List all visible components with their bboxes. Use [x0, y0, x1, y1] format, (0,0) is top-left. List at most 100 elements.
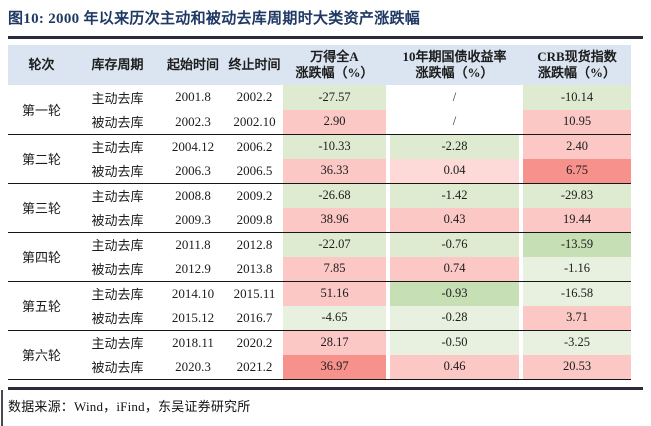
column-gap: [519, 354, 523, 379]
end-date: 2006.2: [236, 138, 273, 154]
report-figure: 图10: 2000 年以来历次主动和被动去库周期时大类资产涨跌幅 轮次 库存周期…: [8, 11, 643, 414]
round-label: 第五轮: [21, 299, 61, 314]
table-row: 被动去库 2015.12 2016.7 -4.65 -0.28 3.71: [8, 305, 631, 330]
value-cell-crb: 2.40: [523, 134, 631, 159]
value-cell-crb: -29.83: [523, 183, 631, 208]
table-row: 被动去库 2009.3 2009.8 38.96 0.43 19.44: [8, 207, 631, 232]
start-date: 2001.8: [175, 89, 211, 105]
column-gap: [386, 109, 390, 134]
table-header: 轮次 库存周期 起始时间 终止时间 万得全A 涨跌幅（%） 10年期国债收益率 …: [8, 45, 631, 85]
end-date: 2002.2: [236, 89, 273, 105]
col-header-crb-index: CRB现货指数 涨跌幅（%）: [523, 45, 631, 85]
title-divider-rule: [8, 36, 643, 39]
cycle-label: 主动去库: [91, 189, 144, 204]
cycle-label: 主动去库: [91, 287, 144, 302]
header-gap: [519, 45, 523, 85]
column-gap: [386, 281, 390, 306]
column-gap: [386, 134, 390, 159]
value-cell-treasury: 0.74: [390, 256, 519, 281]
column-gap: [386, 232, 390, 257]
cycle-label: 被动去库: [91, 164, 144, 179]
start-date: 2009.3: [175, 211, 211, 227]
col-header-start: 起始时间: [160, 45, 226, 85]
table-row: 第五轮 主动去库 2014.10 2015.11 51.16 -0.93 -16…: [8, 281, 631, 314]
value-cell-crb: 20.53: [523, 354, 631, 379]
value-cell-treasury: -2.28: [390, 134, 519, 159]
column-gap: [519, 305, 523, 330]
value-cell-crb: 6.75: [523, 158, 631, 183]
col-header-end: 终止时间: [226, 45, 283, 85]
column-gap: [386, 207, 390, 232]
table-row: 第二轮 主动去库 2004.12 2006.2 -10.33 -2.28 2.4…: [8, 134, 631, 167]
value-cell-crb: 19.44: [523, 207, 631, 232]
cycle-label: 主动去库: [91, 140, 144, 155]
col-header-cycle: 库存周期: [75, 45, 160, 85]
value-cell-wind-all-a: -22.07: [283, 232, 386, 257]
table-row: 被动去库 2012.9 2013.8 7.85 0.74 -1.16: [8, 256, 631, 281]
table-row: 第六轮 主动去库 2018.11 2020.2 28.17 -0.50 -3.2…: [8, 330, 631, 363]
end-date: 2009.8: [236, 211, 273, 227]
end-date: 2015.11: [233, 285, 276, 301]
value-cell-crb: -1.16: [523, 256, 631, 281]
value-cell-treasury: 0.43: [390, 207, 519, 232]
column-gap: [519, 183, 523, 208]
start-date: 2018.11: [172, 334, 214, 350]
cycle-label: 主动去库: [91, 336, 144, 351]
col-header-treasury-yield: 10年期国债收益率 涨跌幅（%）: [390, 45, 519, 85]
table-row: 被动去库 2006.3 2006.5 36.33 0.04 6.75: [8, 158, 631, 183]
end-date: 2013.8: [236, 260, 273, 276]
table-group-round2: 第二轮 主动去库 2004.12 2006.2 -10.33 -2.28 2.4…: [8, 134, 631, 183]
value-cell-crb: -3.25: [523, 330, 631, 355]
asset-returns-table: 轮次 库存周期 起始时间 终止时间 万得全A 涨跌幅（%） 10年期国债收益率 …: [8, 45, 631, 380]
col-header-line2: 涨跌幅（%）: [295, 65, 374, 80]
column-gap: [519, 85, 523, 110]
table-group-round3: 第三轮 主动去库 2008.8 2009.2 -26.68 -1.42 -29.…: [8, 183, 631, 232]
column-gap: [386, 354, 390, 379]
value-cell-wind-all-a: 36.33: [283, 158, 386, 183]
column-gap: [519, 330, 523, 355]
start-date: 2008.8: [175, 187, 211, 203]
start-date: 2015.12: [171, 309, 215, 325]
value-cell-wind-all-a: -10.33: [283, 134, 386, 159]
col-header-line2: 涨跌幅（%）: [415, 65, 494, 80]
round-label: 第四轮: [21, 250, 61, 265]
column-gap: [519, 158, 523, 183]
value-cell-wind-all-a: 38.96: [283, 207, 386, 232]
column-gap: [386, 305, 390, 330]
value-cell-wind-all-a: 51.16: [283, 281, 386, 306]
value-cell-wind-all-a: 2.90: [283, 109, 386, 134]
table-row: 被动去库 2020.3 2021.2 36.97 0.46 20.53: [8, 354, 631, 379]
end-date: 2002.10: [233, 113, 276, 129]
header-gap: [386, 45, 390, 85]
col-header-line2: 涨跌幅（%）: [537, 65, 616, 80]
column-gap: [519, 109, 523, 134]
cycle-label: 主动去库: [91, 90, 144, 106]
start-date: 2002.3: [175, 113, 211, 129]
column-gap: [519, 281, 523, 306]
value-cell-wind-all-a: 7.85: [283, 256, 386, 281]
start-date: 2012.9: [175, 260, 211, 276]
round-label: 第一轮: [21, 102, 61, 118]
table-row: 被动去库 2002.3 2002.10 2.90 / 10.95: [8, 109, 631, 134]
table-group-round5: 第五轮 主动去库 2014.10 2015.11 51.16 -0.93 -16…: [8, 281, 631, 330]
round-label: 第六轮: [21, 348, 61, 363]
column-gap: [386, 85, 390, 110]
header-row: 轮次 库存周期 起始时间 终止时间 万得全A 涨跌幅（%） 10年期国债收益率 …: [8, 45, 631, 85]
cycle-label: 被动去库: [91, 360, 144, 375]
value-cell-crb: -13.59: [523, 232, 631, 257]
cycle-label: 被动去库: [91, 213, 144, 228]
value-cell-wind-all-a: -27.57: [283, 85, 386, 110]
column-gap: [386, 256, 390, 281]
table-group-round6: 第六轮 主动去库 2018.11 2020.2 28.17 -0.50 -3.2…: [8, 330, 631, 379]
end-date: 2021.2: [236, 358, 273, 374]
cycle-label: 被动去库: [91, 311, 144, 326]
value-cell-treasury: 0.04: [390, 158, 519, 183]
col-header-line1: 万得全A: [310, 49, 359, 64]
round-label: 第二轮: [21, 152, 61, 167]
cycle-label: 主动去库: [91, 238, 144, 253]
col-header-line1: 10年期国债收益率: [402, 49, 507, 64]
value-cell-crb: 3.71: [523, 305, 631, 330]
page-edge-line: [1, 390, 3, 426]
round-label: 第三轮: [21, 201, 61, 216]
value-cell-wind-all-a: -4.65: [283, 305, 386, 330]
